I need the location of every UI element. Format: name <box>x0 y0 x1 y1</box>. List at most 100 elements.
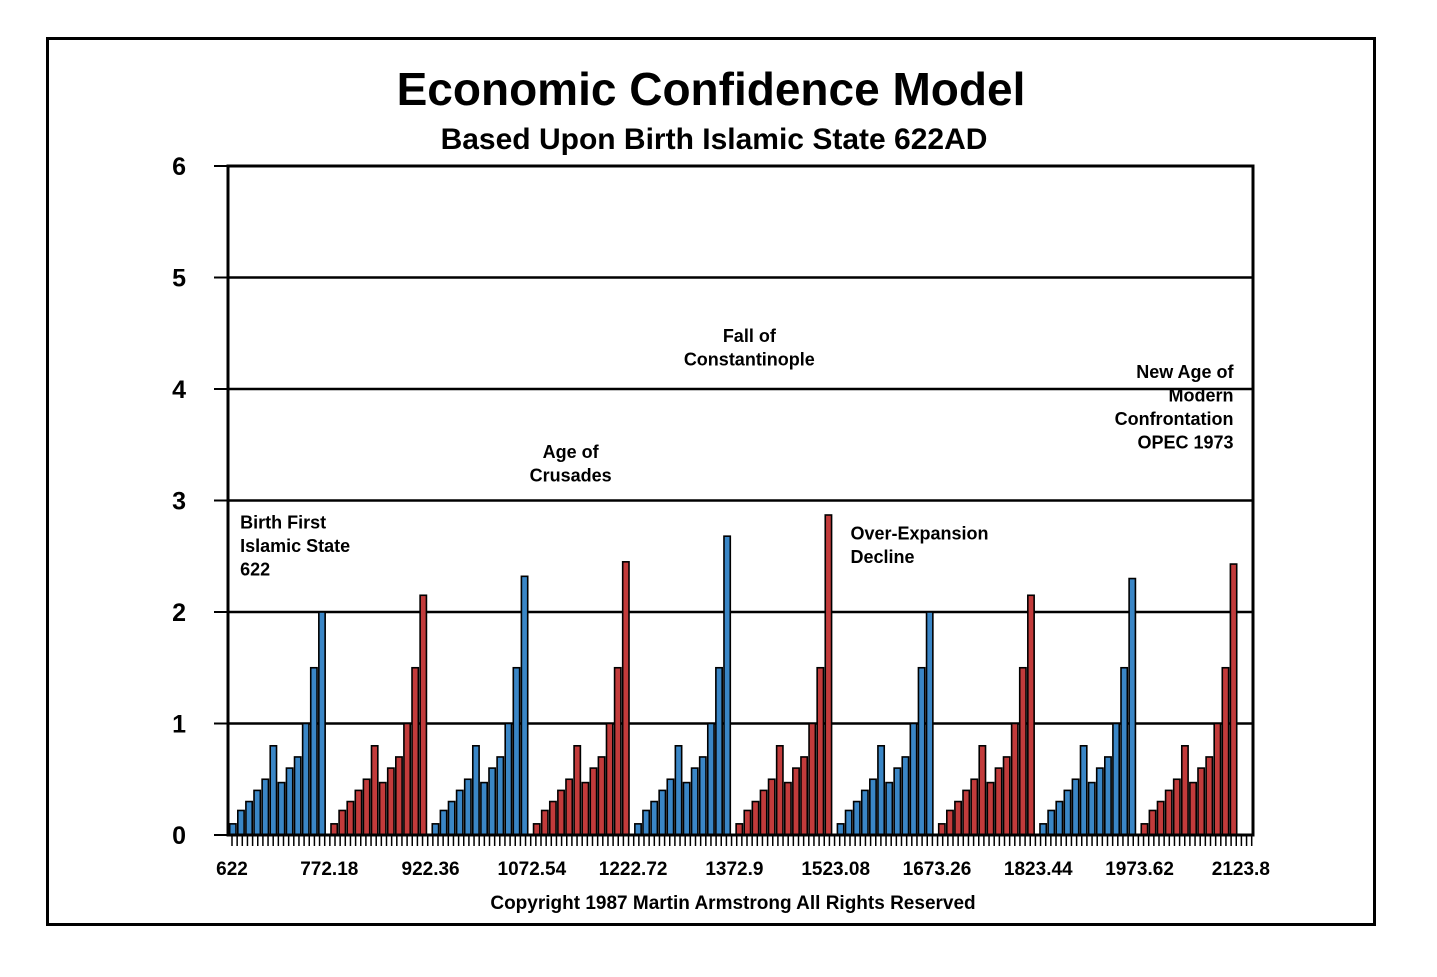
bar <box>370 744 379 836</box>
bar <box>1002 756 1011 836</box>
bar <box>1071 778 1080 836</box>
annotation-line: Birth First <box>240 512 326 532</box>
y-tick-label: 3 <box>172 488 186 516</box>
y-tick-label: 6 <box>172 153 186 181</box>
bar <box>1180 744 1189 836</box>
bar <box>346 800 355 836</box>
annotation-line: Islamic State <box>240 536 350 556</box>
bar <box>994 767 1003 836</box>
bar <box>520 575 529 836</box>
annotation-line: Confrontation <box>1115 409 1234 429</box>
bar <box>338 809 347 836</box>
bar <box>504 722 513 836</box>
y-axis-ticks: 0 1 2 3 4 5 6 <box>172 153 186 850</box>
bar <box>901 756 910 836</box>
bar <box>293 756 302 836</box>
x-axis-ticks: 622 772.18 922.36 1072.54 1222.72 1372.9 1523.… <box>216 859 1270 880</box>
bar <box>1164 789 1173 836</box>
bar <box>1148 809 1157 836</box>
gridlines <box>214 164 1253 836</box>
x-tick-label: 1673.26 <box>903 859 972 880</box>
bar <box>852 800 861 836</box>
x-tick-label: 1372.9 <box>705 859 763 880</box>
bar <box>759 789 768 836</box>
bar <box>557 789 565 836</box>
bar <box>674 744 683 836</box>
bar <box>228 823 237 836</box>
bar <box>1189 781 1197 836</box>
y-tick-label: 4 <box>172 376 186 404</box>
bar <box>621 561 630 836</box>
bar <box>237 809 245 836</box>
bar <box>354 789 363 836</box>
x-tick-label: 2123.8 <box>1212 859 1270 880</box>
bar <box>844 809 853 836</box>
bar <box>893 767 902 836</box>
bar <box>1172 778 1181 836</box>
annotation-line: Age of <box>543 442 600 462</box>
bar <box>925 611 934 836</box>
annotation-line: Constantinople <box>684 350 815 370</box>
annotation-line: Crusades <box>530 466 612 486</box>
annotation-line: New Age of <box>1136 362 1234 382</box>
bars <box>228 514 1238 836</box>
annotations: Birth First Islamic State 622 Age of Crusade… <box>240 326 1234 579</box>
bar <box>642 809 651 836</box>
bar <box>962 789 971 836</box>
annotation: New Age of Modern Confrontation OPEC 1973 <box>1115 362 1235 453</box>
bar <box>1055 800 1064 836</box>
bar <box>362 778 371 836</box>
bar <box>1104 756 1112 836</box>
bar <box>869 778 877 836</box>
bar <box>471 744 480 836</box>
bar <box>682 781 691 836</box>
bar <box>650 800 659 836</box>
bar <box>970 778 979 836</box>
bar <box>480 781 489 836</box>
bar <box>605 722 614 836</box>
bar <box>816 666 825 836</box>
bar <box>318 611 326 836</box>
bar <box>909 722 918 836</box>
bar <box>937 823 946 836</box>
plot-border <box>226 164 1255 837</box>
bar <box>986 781 995 836</box>
bar <box>261 778 270 836</box>
bar <box>309 666 318 836</box>
bar <box>917 666 926 836</box>
annotation-line: 622 <box>240 559 270 579</box>
x-tick-label: 1973.62 <box>1105 859 1174 880</box>
bar <box>597 756 606 836</box>
chart-title: Economic Confidence Model <box>397 63 1026 115</box>
bar <box>1087 781 1096 836</box>
bar <box>836 823 845 836</box>
bar <box>885 781 894 836</box>
bar <box>690 767 699 836</box>
bar <box>532 823 541 836</box>
x-tick-label: 922.36 <box>402 859 460 880</box>
y-tick-label: 0 <box>172 822 186 850</box>
bar <box>792 767 800 836</box>
y-tick-label: 1 <box>172 711 186 739</box>
annotation: Age of Crusades <box>530 442 612 486</box>
annotation: Over-Expansion Decline <box>850 524 988 568</box>
bar <box>775 744 784 836</box>
annotation-line: Fall of <box>723 326 777 346</box>
annotation-line: OPEC 1973 <box>1137 432 1233 452</box>
bar <box>698 756 707 836</box>
annotation-line: Decline <box>850 547 914 567</box>
bar <box>245 800 254 836</box>
x-tick-label: 1523.08 <box>801 859 870 880</box>
bar <box>285 767 294 836</box>
chart-subtitle: Based Upon Birth Islamic State 622AD <box>441 123 988 156</box>
chart-frame <box>46 37 1376 926</box>
bar <box>386 767 395 836</box>
bar <box>512 666 521 836</box>
bar <box>419 594 428 836</box>
x-tick-label: 622 <box>216 859 248 880</box>
bar <box>439 809 448 836</box>
x-tick-label: 772.18 <box>300 859 358 880</box>
bar <box>548 800 557 836</box>
bar <box>877 744 886 836</box>
